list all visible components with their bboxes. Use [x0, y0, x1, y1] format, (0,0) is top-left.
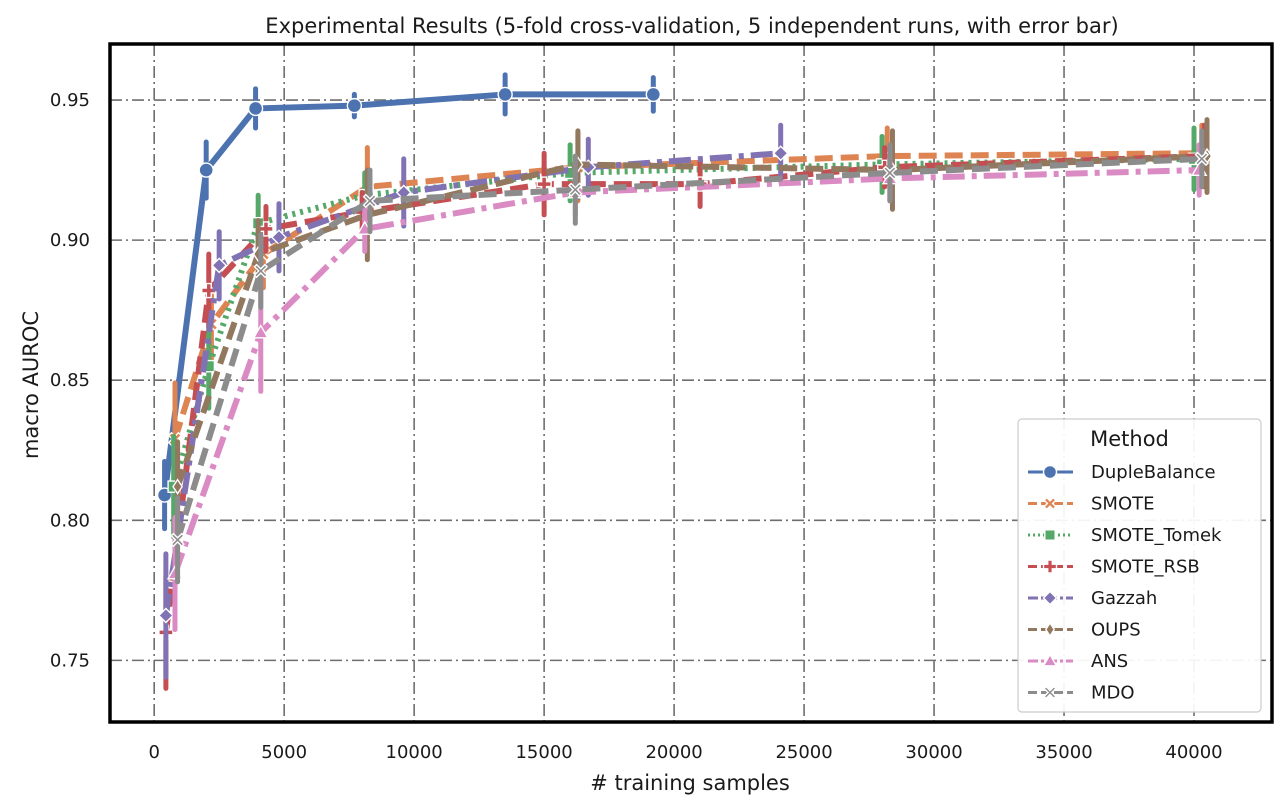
- legend-box: [1017, 418, 1262, 713]
- legend-label: MDO: [1091, 683, 1135, 704]
- series-line: [174, 155, 1202, 541]
- legend-title: Method: [1090, 427, 1169, 451]
- series-duplebalance: [156, 72, 662, 532]
- legend-entry: SMOTE_RSB: [1028, 557, 1200, 578]
- data-point: [497, 86, 513, 103]
- data-point: [252, 324, 269, 339]
- data-point: [1044, 621, 1056, 638]
- legend-entry: SMOTE_Tomek: [1028, 525, 1222, 546]
- legend-entry: MDO: [1028, 683, 1135, 704]
- series-layer: [156, 72, 1213, 691]
- series-line: [162, 153, 1205, 633]
- legend-label: DupleBalance: [1091, 462, 1216, 483]
- x-tick-label: 25000: [775, 742, 832, 763]
- data-point: [247, 100, 264, 117]
- x-tick-label: 10000: [386, 742, 443, 763]
- data-point: [1042, 559, 1058, 574]
- series-line: [174, 153, 1208, 488]
- plot-frame: [108, 42, 1274, 724]
- data-point: [568, 182, 583, 197]
- x-tick-label: 40000: [1165, 742, 1222, 763]
- data-point: [1194, 151, 1210, 167]
- x-tick-label: 30000: [905, 742, 962, 763]
- data-point: [198, 162, 214, 178]
- y-tick-label: 0.95: [50, 90, 90, 111]
- legend-entry: OUPS: [1028, 620, 1141, 641]
- y-tick-label: 0.80: [50, 510, 90, 531]
- series-line: [172, 167, 1200, 575]
- series-line: [162, 150, 781, 616]
- x-tick-label: 20000: [645, 742, 702, 763]
- x-tick-label: 5000: [261, 742, 307, 763]
- y-axis-label: macro AUROC: [19, 311, 43, 459]
- data-point: [772, 145, 789, 162]
- data-point: [362, 193, 378, 209]
- x-tick-label: 35000: [1035, 742, 1092, 763]
- y-tick-label: 0.90: [50, 230, 90, 251]
- data-point: [1042, 653, 1058, 667]
- legend-entry: DupleBalance: [1028, 462, 1216, 483]
- data-point: [1044, 529, 1056, 541]
- series-line: [172, 150, 1202, 440]
- x-tick-label: 0: [148, 742, 159, 763]
- data-point: [253, 263, 269, 279]
- plot-border: [108, 42, 1274, 724]
- legend-entry: ANS: [1028, 651, 1128, 672]
- data-point: [1042, 464, 1058, 480]
- data-point: [157, 607, 174, 624]
- data-point: [346, 97, 363, 114]
- x-tick-label: 15000: [515, 742, 572, 763]
- y-tick-label: 0.75: [50, 650, 90, 671]
- series-mdo: [170, 128, 1210, 585]
- legend-label: Gazzah: [1091, 588, 1157, 609]
- legend-label: OUPS: [1091, 620, 1141, 641]
- data-point: [1043, 496, 1057, 511]
- chart-title: Experimental Results (5-fold cross-valid…: [265, 14, 1118, 38]
- data-point: [645, 86, 662, 103]
- x-axis-label: # training samples: [590, 771, 790, 795]
- series-gazzah: [157, 122, 789, 680]
- legend-label: SMOTE_RSB: [1091, 557, 1200, 578]
- data-point: [170, 532, 185, 548]
- series-line: [161, 91, 654, 496]
- legend-label: ANS: [1091, 651, 1128, 672]
- legend: Method DupleBalance SMOTE SMOTE_Tomek SMOTE_…: [1017, 418, 1262, 713]
- data-point: [201, 282, 217, 299]
- legend-entry: Gazzah: [1028, 588, 1157, 609]
- axis-ticks: 0 5000 10000 15000 20000 25000 30000 35000 40000…: [50, 90, 1223, 763]
- data-point: [882, 165, 898, 181]
- data-point: [1043, 685, 1057, 700]
- legend-entry: SMOTE: [1028, 494, 1155, 515]
- legend-label: SMOTE: [1091, 494, 1155, 515]
- data-point: [1042, 590, 1058, 606]
- y-tick-label: 0.85: [50, 370, 90, 391]
- data-point: [211, 257, 228, 274]
- data-point: [172, 478, 183, 495]
- legend-label: SMOTE_Tomek: [1091, 525, 1222, 546]
